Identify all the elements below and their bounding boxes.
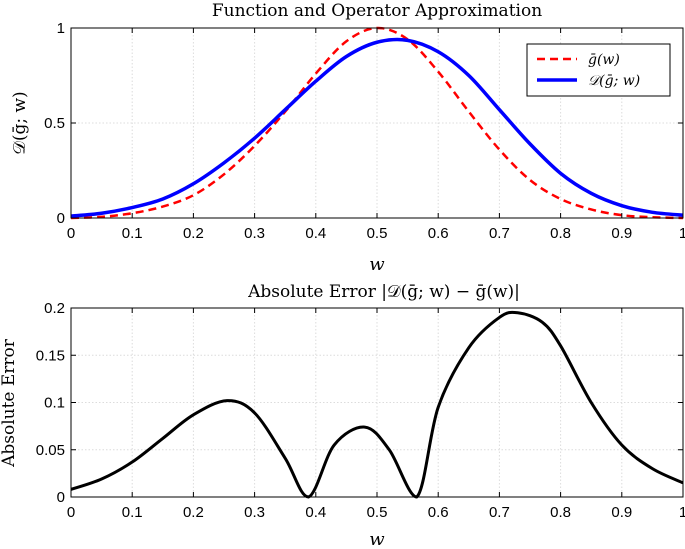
legend-box (526, 43, 671, 97)
legend-label-g-bar: ḡ(w) (588, 52, 620, 68)
top-chart-title: Function and Operator Approximation (212, 1, 542, 21)
top-chart-series-line-1 (70, 37, 684, 218)
bottom-chart-x-tick-label-0-2: 0.2 (183, 504, 204, 521)
top-chart-x-tick-label-0-6: 0.6 (428, 225, 449, 242)
top-chart-ticks: 0 0.1 0.2 0.3 0.4 0.5 0.6 0.7 0.8 0.9 1 0 0.5 1 (44, 20, 685, 242)
bottom-chart-x-tick-label-0: 0 (67, 504, 75, 521)
top-chart-y-tick-label-0: 0 (57, 210, 65, 227)
bottom-chart-y-tick-label-0-1: 0.1 (44, 395, 65, 412)
bottom-chart-x-axis-label: w (369, 529, 385, 549)
top-chart-x-tick-label-0-4: 0.4 (305, 225, 326, 242)
bottom-chart-y-axis-label: Absolute Error (0, 338, 19, 468)
top-chart-x-tick-label-0: 0 (67, 225, 75, 242)
bottom-chart-y-tick-label-0-2: 0.2 (44, 300, 65, 317)
bottom-chart-x-tick-label-0-8: 0.8 (550, 504, 571, 521)
bottom-chart-panel: Absolute Error |𝒟(ḡ; w) − ḡ(w)| Absolute… (0, 282, 685, 549)
bottom-chart-x-tick-label-0-7: 0.7 (489, 504, 510, 521)
top-chart-panel: Function and Operator Approximation 𝒟(ḡ;… (10, 1, 685, 275)
bottom-chart-ticks: 0 0.1 0.2 0.3 0.4 0.5 0.6 0.7 0.8 0.9 1 0 0.05 0.1 0.1… (36, 300, 685, 521)
top-chart-legend: ḡ(w) 𝒟(ḡ; w) (526, 43, 671, 97)
bottom-chart-y-tick-label-0: 0 (57, 489, 65, 506)
bottom-chart-x-tick-label-0-3: 0.3 (244, 504, 265, 521)
bottom-chart-series-line-0 (70, 310, 684, 499)
top-chart-x-tick-label-0-8: 0.8 (550, 225, 571, 242)
bottom-chart-series (70, 310, 684, 499)
bottom-chart-x-tick-label-0-5: 0.5 (367, 504, 388, 521)
bottom-chart-x-tick-label-0-4: 0.4 (305, 504, 326, 521)
top-chart-y-tick-label-0-5: 0.5 (44, 115, 65, 132)
top-chart-x-tick-label-1: 1 (679, 225, 685, 242)
top-chart-x-tick-label-0-2: 0.2 (183, 225, 204, 242)
bottom-chart-x-tick-label-0-1: 0.1 (122, 504, 143, 521)
top-chart-x-tick-label-0-7: 0.7 (489, 225, 510, 242)
legend-label-operator: 𝒟(ḡ; w) (588, 73, 640, 89)
bottom-chart-x-tick-label-1: 1 (679, 504, 685, 521)
bottom-chart-y-tick-label-0-15: 0.15 (36, 347, 65, 364)
bottom-chart-x-tick-label-0-6: 0.6 (428, 504, 449, 521)
top-chart-y-axis-label: 𝒟(ḡ; w) (10, 91, 30, 154)
top-chart-x-axis-label: w (369, 254, 385, 275)
bottom-chart-x-tick-label-0-9: 0.9 (611, 504, 632, 521)
top-chart-x-tick-label-0-3: 0.3 (244, 225, 265, 242)
top-chart-x-tick-label-0-1: 0.1 (122, 225, 143, 242)
top-chart-x-tick-label-0-5: 0.5 (367, 225, 388, 242)
bottom-chart-y-tick-label-0-05: 0.05 (36, 442, 65, 459)
top-chart-x-tick-label-0-9: 0.9 (611, 225, 632, 242)
bottom-chart-title: Absolute Error |𝒟(ḡ; w) − ḡ(w)| (247, 282, 520, 302)
top-chart-y-tick-label-1: 1 (57, 20, 65, 37)
